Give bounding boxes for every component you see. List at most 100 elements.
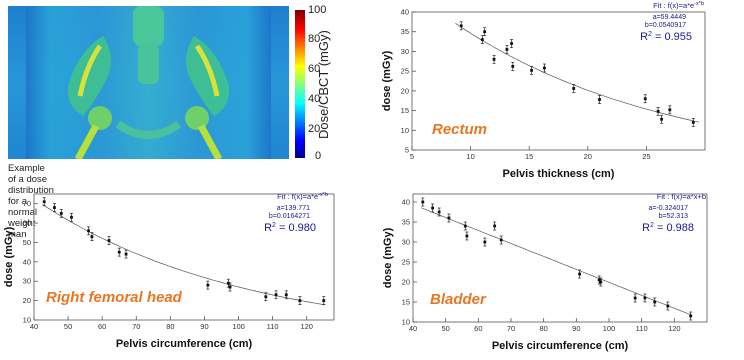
- x-tick-label: 15: [525, 152, 533, 161]
- data-point: [530, 68, 533, 72]
- data-point: [483, 30, 487, 34]
- data-point: [543, 66, 546, 70]
- chart-title: Bladder: [430, 291, 487, 308]
- x-tick-label: 90: [200, 322, 208, 331]
- y-tick-label: 15: [401, 106, 409, 115]
- x-tick-label: 120: [668, 324, 681, 333]
- data-point: [578, 272, 581, 276]
- data-point: [633, 296, 637, 300]
- y-tick-label: 10: [402, 318, 410, 327]
- colorbar-tick: 60: [308, 63, 321, 75]
- data-point: [643, 296, 647, 300]
- data-point: [228, 285, 232, 289]
- r-squared-exponent: 2: [650, 222, 654, 229]
- data-point: [459, 24, 463, 28]
- data-point: [437, 210, 441, 214]
- dose-distribution-image: [8, 6, 289, 159]
- colorbar-tick: 80: [308, 33, 321, 45]
- y-axis-label: dose (mGy): [382, 227, 394, 288]
- y-tick-label: 10: [23, 316, 31, 325]
- x-tick-label: 40: [409, 324, 417, 333]
- fit-exponent: -x*b: [694, 1, 704, 7]
- data-point: [447, 216, 451, 220]
- data-point: [492, 57, 496, 61]
- y-axis-label: dose (mGy): [381, 50, 393, 111]
- x-tick-label: 60: [98, 322, 106, 331]
- colorbar-tick: 100: [308, 4, 327, 16]
- chart-title: Right femoral head: [46, 289, 183, 306]
- y-tick-label: 30: [402, 238, 410, 247]
- data-point: [463, 224, 467, 228]
- data-point: [465, 234, 469, 238]
- data-point: [653, 300, 657, 304]
- data-point: [597, 278, 601, 282]
- data-point: [660, 117, 664, 121]
- data-point: [206, 283, 210, 287]
- data-point: [499, 238, 503, 242]
- data-point: [511, 65, 515, 68]
- fit-param-a: a=139.771: [277, 205, 310, 212]
- data-point: [421, 200, 425, 204]
- data-point: [480, 38, 484, 41]
- fit-exponent: -x*b: [318, 192, 328, 198]
- x-tick-label: 60: [474, 324, 482, 333]
- y-tick-label: 20: [23, 296, 31, 305]
- y-tick-label: 30: [401, 47, 409, 56]
- x-tick-label: 70: [507, 324, 515, 333]
- data-point: [666, 304, 670, 308]
- data-point: [70, 215, 73, 219]
- data-point: [59, 211, 63, 215]
- colorbar-tick: 40: [308, 93, 321, 105]
- colorbar: [295, 10, 305, 158]
- fit-formula: Fit : f(x)=a*e-x*b: [653, 1, 704, 10]
- y-tick-label: 10: [401, 126, 409, 135]
- x-tick-label: 80: [166, 322, 174, 331]
- x-axis-label: Pelvis circumference (cm): [492, 340, 629, 352]
- x-tick-label: 40: [30, 322, 38, 331]
- y-tick-label: 35: [401, 27, 409, 36]
- y-tick-label: 35: [402, 218, 410, 227]
- r-squared-exponent: 2: [272, 222, 276, 229]
- data-point: [264, 295, 268, 299]
- colorbar-tick: 0: [315, 150, 322, 162]
- data-point: [107, 239, 111, 242]
- fit-param-b: b=52.313: [659, 213, 688, 220]
- r-squared-symbol: R: [264, 222, 272, 234]
- x-axis-label: Pelvis thickness (cm): [503, 168, 615, 180]
- y-tick-label: 60: [23, 219, 31, 228]
- data-point: [656, 109, 660, 113]
- r-squared-value: = 0.955: [652, 31, 692, 43]
- y-tick-label: 15: [402, 298, 410, 307]
- x-tick-label: 50: [441, 324, 449, 333]
- x-tick-label: 120: [300, 322, 313, 331]
- r-squared-value: = 0.980: [276, 222, 316, 234]
- x-tick-label: 20: [584, 152, 592, 161]
- x-tick-label: 10: [466, 152, 474, 161]
- x-tick-label: 80: [539, 324, 547, 333]
- data-point: [493, 224, 497, 228]
- colorbar-tick: 20: [308, 123, 321, 135]
- x-tick-label: 5: [410, 152, 414, 161]
- y-tick-label: 20: [401, 86, 409, 95]
- x-tick-label: 110: [636, 324, 648, 333]
- r-squared: R2 = 0.955: [640, 31, 692, 43]
- data-point: [431, 206, 434, 210]
- data-point: [117, 250, 121, 254]
- x-tick-label: 100: [603, 324, 616, 333]
- data-point: [124, 252, 128, 256]
- data-point: [90, 235, 94, 239]
- data-point: [599, 280, 603, 284]
- y-tick-label: 25: [401, 67, 409, 76]
- data-point: [53, 206, 56, 209]
- r-squared-symbol: R: [642, 222, 650, 234]
- x-axis-label: Pelvis circumference (cm): [116, 338, 253, 350]
- dose-map-caption: Example of a dose distribution for a nor…: [8, 163, 54, 240]
- data-point: [274, 293, 278, 297]
- data-point: [598, 98, 601, 101]
- y-tick-label: 20: [402, 278, 410, 287]
- y-tick-label: 40: [402, 198, 410, 207]
- x-tick-label: 90: [572, 324, 580, 333]
- x-tick-label: 110: [267, 322, 279, 331]
- data-point: [643, 97, 647, 101]
- colorbar-label: Dose/CBCT (mGy): [316, 30, 331, 140]
